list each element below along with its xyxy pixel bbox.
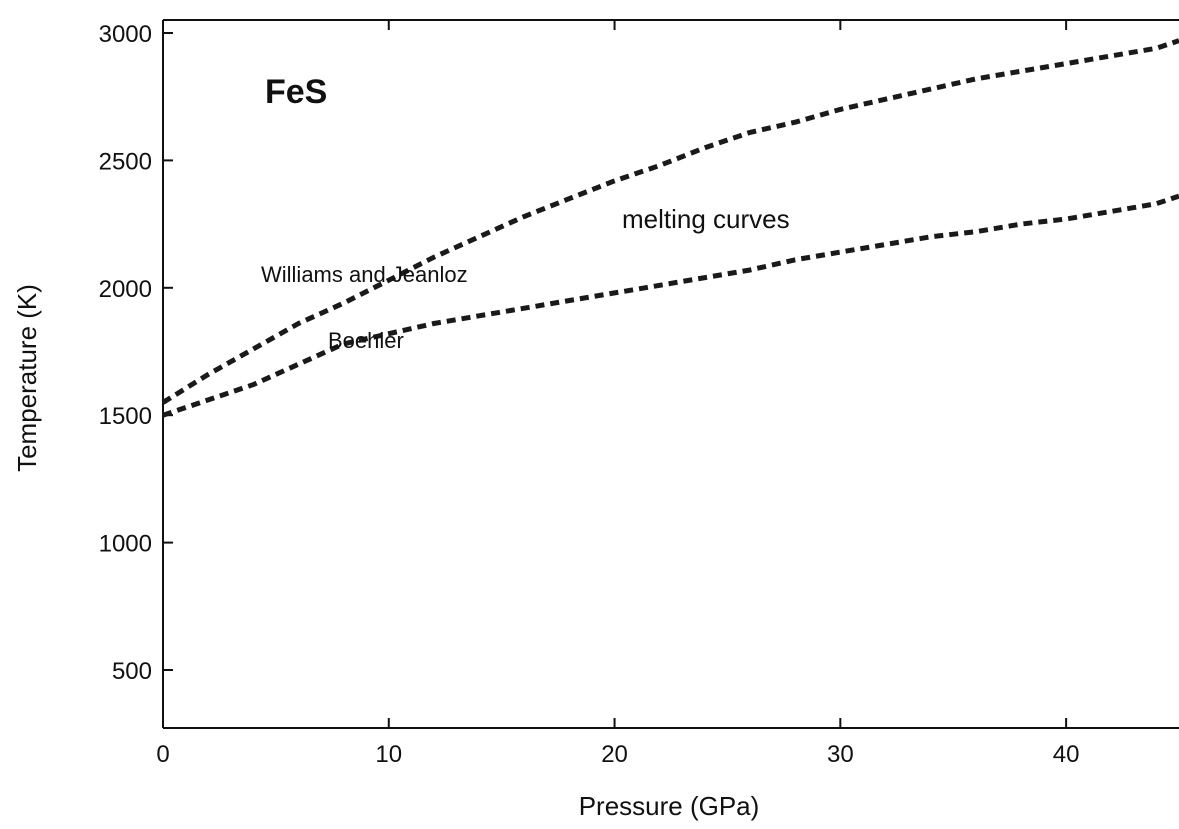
x-tick-label: 0 — [156, 741, 169, 768]
series-layer — [161, 38, 1179, 418]
x-tick-label: 30 — [827, 741, 854, 768]
y-tick-label: 1500 — [99, 403, 152, 430]
series-line-williams-jeanloz — [161, 38, 1179, 405]
x-tick-label: 20 — [601, 741, 628, 768]
y-tick-label: 500 — [112, 658, 152, 685]
y-tick-label: 2000 — [99, 276, 152, 303]
x-axis-title: Pressure (GPa) — [579, 791, 760, 821]
y-tick-label: 3000 — [99, 21, 152, 48]
boehler-label: Boehler — [328, 328, 404, 353]
williams-jeanloz-label: Williams and Jeanloz — [261, 262, 468, 287]
x-tick-label: 10 — [375, 741, 402, 768]
chart-title: FeS — [265, 73, 327, 111]
y-tick-label: 2500 — [99, 148, 152, 175]
x-tick-label: 40 — [1053, 741, 1080, 768]
axes: 0 10 20 30 40 500 1000 1500 2000 2500 3000 — [99, 19, 1179, 768]
y-tick-label: 1000 — [99, 531, 152, 558]
y-axis-title: Temperature (K) — [12, 284, 42, 472]
labels-layer: FeS melting curves Williams and Jeanloz … — [12, 73, 790, 821]
melting-curves-label: melting curves — [622, 204, 790, 234]
series-line-boehler — [162, 193, 1179, 418]
